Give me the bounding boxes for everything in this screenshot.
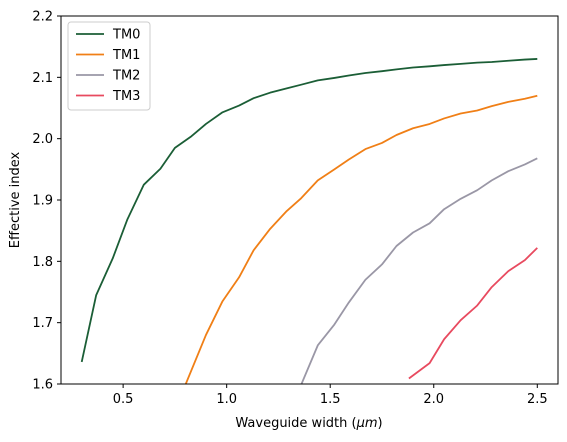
series-line-tm3 — [408, 247, 538, 380]
x-axis-label-close: ) — [378, 416, 383, 431]
legend-label-tm1: TM1 — [112, 48, 140, 63]
x-axis-label: Waveguide width (μm) — [235, 416, 382, 431]
y-tick-label: 1.7 — [32, 316, 53, 331]
x-tick-label: 1.5 — [320, 392, 341, 407]
legend: TM0 TM1 TM2 TM3 — [67, 21, 151, 111]
x-tick-label: 2.0 — [423, 392, 444, 407]
legend-label-tm3: TM3 — [112, 89, 140, 104]
y-tick-label: 1.8 — [32, 255, 53, 270]
y-axis-label: Effective index — [8, 151, 23, 248]
legend-label-tm2: TM2 — [112, 69, 140, 84]
y-tick-label: 1.6 — [32, 378, 53, 393]
legend-label-tm0: TM0 — [112, 28, 140, 43]
y-tick-label: 2.2 — [32, 10, 53, 25]
y-tick-label: 1.9 — [32, 194, 53, 209]
axes: 0.5 1.0 1.5 2.0 2.5 1.6 1.7 1.8 1.9 2.0 2.1 2.2 — [32, 10, 559, 407]
series-line-tm2 — [300, 157, 538, 384]
x-axis-label-unit: μm — [356, 416, 378, 431]
x-tick-label: 2.5 — [527, 392, 548, 407]
legend-box — [67, 21, 151, 111]
y-tick-label: 2.1 — [32, 71, 53, 86]
series-line-tm0 — [80, 58, 538, 363]
series-lines — [80, 58, 538, 384]
x-tick-label: 0.5 — [113, 392, 134, 407]
x-axis-label-text: Waveguide width ( — [235, 416, 356, 431]
series-line-tm1 — [184, 94, 538, 384]
y-tick-label: 2.0 — [32, 132, 53, 147]
x-tick-label: 1.0 — [216, 392, 237, 407]
